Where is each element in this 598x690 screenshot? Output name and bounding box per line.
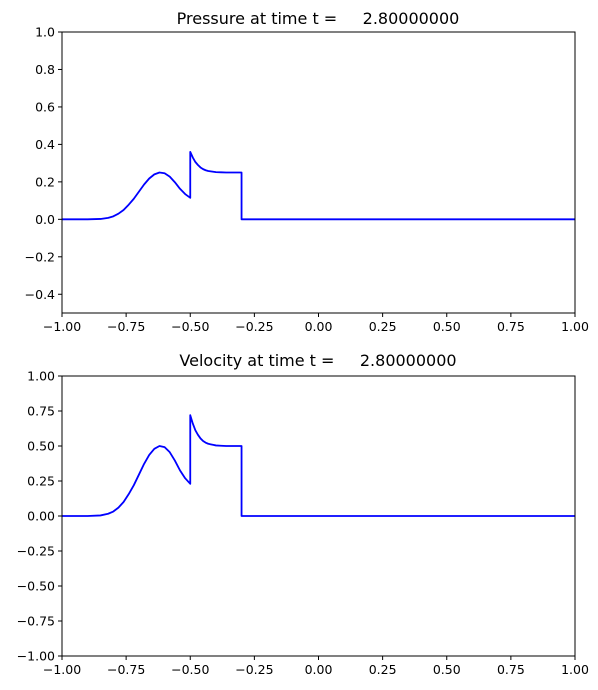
velocity-x-tick-label: −0.75 (107, 662, 145, 677)
velocity-x-tick-label: −1.00 (43, 662, 81, 677)
pressure-x-tick-label: −0.50 (171, 319, 209, 334)
velocity-series-line-0 (62, 414, 575, 517)
pressure-x-tick-label: 0.50 (433, 319, 461, 334)
velocity-x-tick-label: 0.50 (433, 662, 461, 677)
pressure-chart-title: Pressure at time t = 2.80000000 (177, 9, 460, 28)
velocity-y-tick-label: 0.50 (27, 439, 55, 454)
pressure-x-tick-label: −0.75 (107, 319, 145, 334)
velocity-y-tick-label: 0.75 (27, 404, 55, 419)
velocity-chart: Velocity at time t = 2.80000000 −1.00 −0.… (17, 351, 589, 677)
velocity-x-tick-label: 0.00 (305, 662, 333, 677)
velocity-x-tick-label: 1.00 (561, 662, 589, 677)
velocity-y-tick-label: −0.75 (17, 614, 55, 629)
pressure-x-tick-label: 0.25 (369, 319, 397, 334)
velocity-y-tick-label: −1.00 (17, 649, 55, 664)
velocity-y-tick-label: −0.50 (17, 579, 55, 594)
pressure-x-tick-label: 0.75 (497, 319, 525, 334)
pressure-y-tick-label: −0.2 (25, 249, 55, 264)
velocity-y-tick-label: 0.25 (27, 474, 55, 489)
velocity-x-tick-label: −0.50 (171, 662, 209, 677)
velocity-x-tick-label: −0.25 (235, 662, 273, 677)
pressure-series-line-0 (62, 150, 575, 221)
pressure-x-tick-label: 1.00 (561, 319, 589, 334)
pressure-y-tick-label: −0.4 (25, 287, 55, 302)
pressure-x-tick-label: 0.00 (305, 319, 333, 334)
pressure-y-tick-label: 1.0 (35, 25, 55, 40)
pressure-y-tick-label: 0.8 (35, 62, 55, 77)
velocity-x-tick-label: 0.25 (369, 662, 397, 677)
velocity-chart-title: Velocity at time t = 2.80000000 (179, 351, 456, 370)
pressure-x-tick-label: −1.00 (43, 319, 81, 334)
pressure-y-tick-label: 0.0 (35, 212, 55, 227)
velocity-y-tick-label: −0.25 (17, 544, 55, 559)
pressure-x-tick-label: −0.25 (235, 319, 273, 334)
pressure-y-tick-label: 0.4 (35, 137, 55, 152)
velocity-plot-area: −1.00 −0.75 −0.50 −0.25 0.00 0.25 0.50 0.75 1.00… (17, 369, 589, 678)
pressure-y-tick-label: 0.2 (35, 174, 55, 189)
velocity-y-tick-label: 0.00 (27, 509, 55, 524)
pressure-y-tick-label: 0.6 (35, 99, 55, 114)
velocity-x-tick-label: 0.75 (497, 662, 525, 677)
pressure-chart: Pressure at time t = 2.80000000 −1.00 −0.… (25, 9, 589, 334)
pressure-plot-area: −1.00 −0.75 −0.50 −0.25 0.00 0.25 0.50 0.75 1.00… (25, 25, 589, 335)
velocity-y-tick-label: 1.00 (27, 369, 55, 384)
